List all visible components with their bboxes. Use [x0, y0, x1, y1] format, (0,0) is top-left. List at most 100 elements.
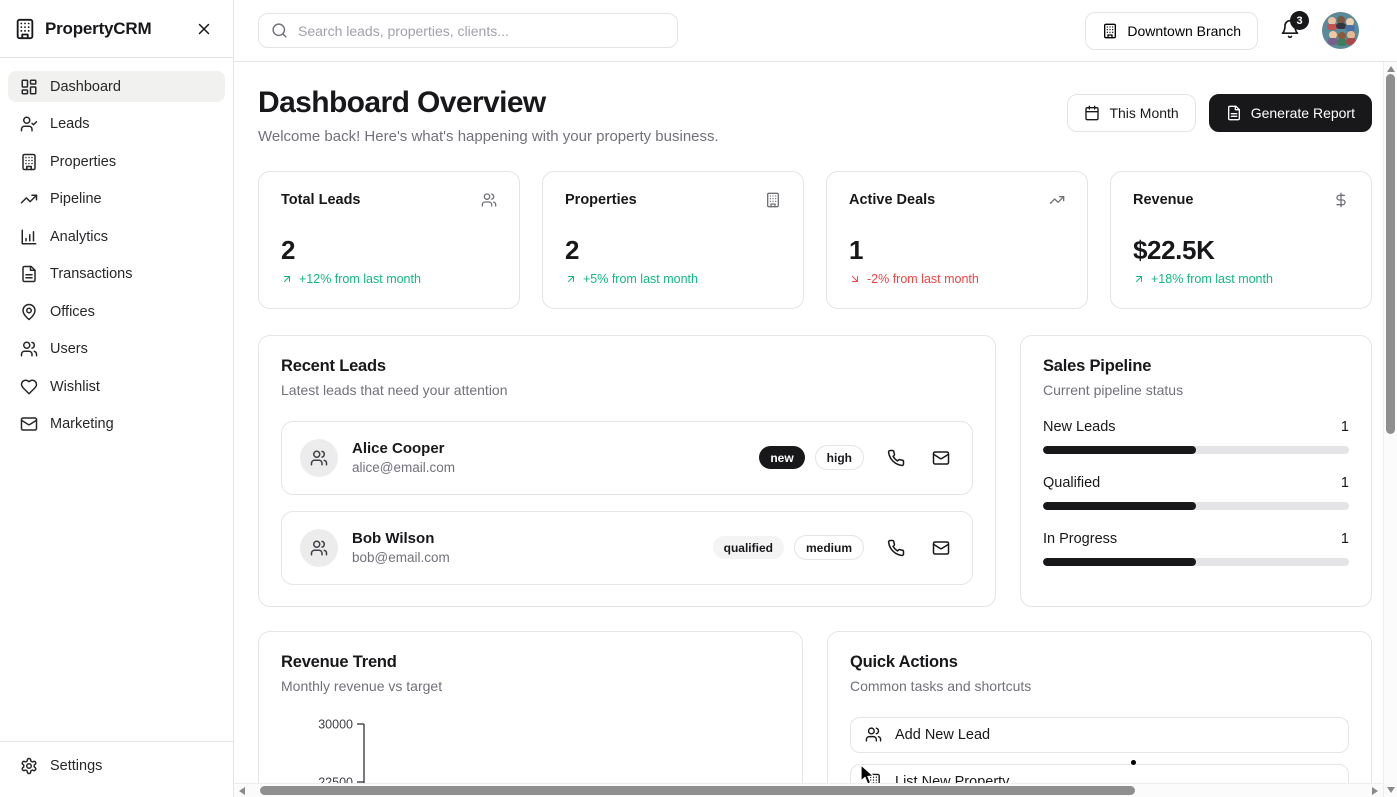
sidebar-item-pipeline[interactable]: Pipeline	[8, 184, 225, 215]
dollar-icon	[1333, 192, 1349, 208]
sidebar-item-label: Settings	[50, 758, 103, 774]
page-title: Dashboard Overview	[258, 86, 546, 119]
card-title: Recent Leads	[281, 356, 386, 375]
action-label: Add New Lead	[895, 726, 991, 743]
pipeline-stage-qualified: Qualified 1	[1043, 475, 1349, 510]
stage-value: 1	[1340, 530, 1349, 547]
topbar: Downtown Branch 3	[234, 0, 1397, 62]
scroll-down-arrow[interactable]	[1387, 787, 1395, 793]
status-badge: qualified	[712, 536, 784, 559]
vertical-scrollbar[interactable]	[1383, 62, 1397, 797]
scroll-up-arrow[interactable]	[1387, 66, 1395, 72]
sidebar-item-properties[interactable]: Properties	[8, 146, 225, 177]
report-label: Generate Report	[1250, 105, 1355, 121]
call-lead-button[interactable]	[883, 539, 909, 557]
progress-fill	[1043, 501, 1196, 510]
email-lead-button[interactable]	[928, 449, 954, 467]
card-title: Sales Pipeline	[1043, 356, 1152, 375]
progress-fill	[1043, 557, 1196, 566]
scroll-left-arrow[interactable]	[239, 787, 245, 795]
arrow-up-right-icon	[1133, 273, 1145, 285]
stat-change: -2% from last month	[849, 272, 1065, 286]
lead-row-bob[interactable]: Bob Wilson bob@email.com qualified mediu…	[281, 510, 973, 585]
notification-badge: 3	[1290, 11, 1309, 30]
search-input[interactable]	[298, 22, 665, 39]
card-subtitle: Monthly revenue vs target	[281, 677, 443, 694]
topbar-right: Downtown Branch 3	[1085, 11, 1359, 50]
stat-value: 1	[849, 234, 864, 265]
users-icon	[865, 726, 882, 743]
sidebar-item-settings[interactable]: Settings	[8, 751, 225, 782]
sidebar-item-dashboard[interactable]: Dashboard	[8, 71, 225, 102]
progress-fill	[1043, 445, 1196, 454]
user-avatar[interactable]	[1322, 12, 1359, 49]
vertical-scroll-thumb[interactable]	[1386, 74, 1395, 434]
card-title: Revenue Trend	[281, 652, 397, 671]
generate-report-button[interactable]: Generate Report	[1208, 94, 1372, 132]
add-new-lead-button[interactable]: Add New Lead	[850, 716, 1349, 753]
sidebar-item-label: Properties	[50, 153, 117, 170]
stat-change-text: +18% from last month	[1151, 271, 1273, 286]
horizontal-scrollbar[interactable]	[234, 783, 1383, 797]
bell-icon	[1280, 19, 1300, 39]
period-selector-button[interactable]: This Month	[1067, 94, 1196, 132]
user-check-icon	[20, 115, 38, 133]
pipeline-stage-in-progress: In Progress 1	[1043, 531, 1349, 566]
branch-selector-button[interactable]: Downtown Branch	[1085, 11, 1258, 50]
stat-card-total-leads: Total Leads 2 +12% from last month	[258, 170, 520, 309]
sidebar-item-leads[interactable]: Leads	[8, 109, 225, 140]
lead-row-alice[interactable]: Alice Cooper alice@email.com new high	[281, 420, 973, 495]
sidebar-item-users[interactable]: Users	[8, 334, 225, 365]
heart-icon	[20, 378, 38, 396]
period-label: This Month	[1109, 105, 1179, 121]
sidebar-close-button[interactable]	[191, 16, 217, 42]
bar-chart-icon	[20, 228, 38, 246]
lead-name: Bob Wilson	[352, 530, 435, 547]
sidebar-item-wishlist[interactable]: Wishlist	[8, 371, 225, 402]
bottom-row: Revenue Trend Monthly revenue vs target …	[258, 630, 1372, 797]
close-icon	[195, 20, 213, 38]
sidebar-item-label: Dashboard	[50, 78, 121, 95]
call-lead-button[interactable]	[883, 449, 909, 467]
y-tick-30000: 30000	[318, 717, 353, 731]
stat-change: +12% from last month	[281, 272, 497, 286]
building-icon	[1102, 23, 1118, 39]
branch-label: Downtown Branch	[1127, 22, 1241, 39]
sidebar-item-transactions[interactable]: Transactions	[8, 259, 225, 290]
progress-track	[1043, 445, 1349, 454]
users-icon	[481, 192, 497, 208]
sidebar-item-offices[interactable]: Offices	[8, 296, 225, 327]
card-title: Quick Actions	[850, 652, 958, 671]
notifications-button[interactable]: 3	[1280, 11, 1309, 42]
horizontal-scroll-thumb[interactable]	[260, 786, 1135, 795]
stage-label: In Progress	[1043, 530, 1118, 547]
building-logo-icon	[14, 18, 36, 40]
sidebar-item-label: Transactions	[50, 266, 133, 282]
leads-list: Alice Cooper alice@email.com new high	[281, 420, 973, 585]
sidebar-item-marketing[interactable]: Marketing	[8, 409, 225, 440]
scroll-right-arrow[interactable]	[1372, 787, 1378, 795]
arrow-up-right-icon	[281, 273, 293, 285]
search-box	[258, 13, 678, 48]
users-icon	[310, 539, 328, 557]
file-text-icon	[1226, 105, 1242, 121]
file-text-icon	[20, 265, 38, 283]
stage-value: 1	[1340, 474, 1349, 491]
gear-icon	[20, 757, 38, 775]
sales-pipeline-card: Sales Pipeline Current pipeline status N…	[1020, 334, 1372, 607]
stat-card-active-deals: Active Deals 1 -2% from last month	[826, 170, 1088, 309]
lead-email: bob@email.com	[352, 550, 450, 565]
stat-card-properties: Properties 2 +5% from last month	[542, 170, 804, 309]
email-lead-button[interactable]	[928, 539, 954, 557]
sidebar-item-label: Analytics	[50, 228, 109, 245]
mail-icon	[932, 539, 950, 557]
building-icon	[20, 153, 38, 171]
lead-avatar	[300, 528, 338, 567]
sidebar-header: PropertyCRM	[0, 0, 233, 58]
mail-icon	[20, 415, 38, 433]
map-pin-icon	[20, 303, 38, 321]
stat-card-revenue: Revenue $22.5K +18% from last month	[1110, 170, 1372, 309]
users-icon	[20, 340, 38, 358]
progress-track	[1043, 501, 1349, 510]
sidebar-item-analytics[interactable]: Analytics	[8, 221, 225, 252]
